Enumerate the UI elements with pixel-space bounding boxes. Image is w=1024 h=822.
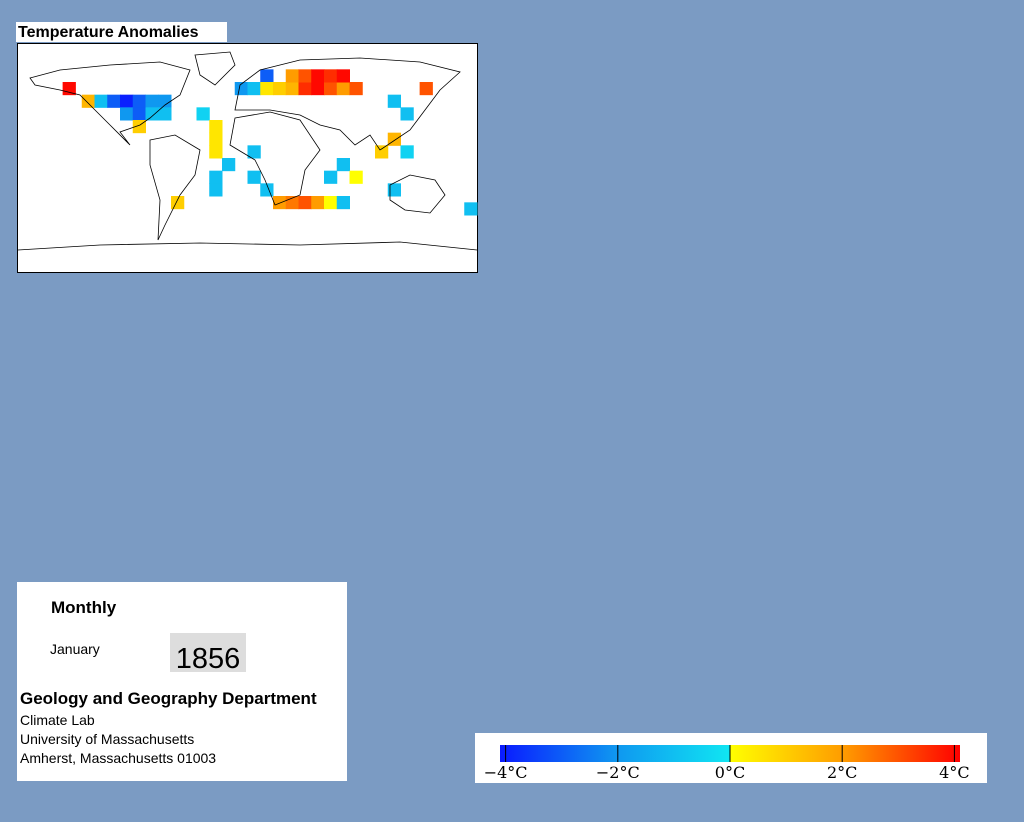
anomaly-cell [120, 94, 134, 108]
anomaly-cell [464, 202, 478, 216]
anomaly-cell [311, 196, 325, 210]
anomaly-cell [209, 170, 223, 184]
map-title: Temperature Anomalies [18, 24, 199, 41]
anomaly-cell [324, 196, 338, 210]
title-box [16, 22, 227, 42]
anomaly-cell [298, 82, 312, 96]
anomaly-cell [400, 145, 414, 159]
anomaly-cell [336, 158, 350, 172]
info-panel [17, 582, 347, 781]
anomaly-cell [273, 196, 287, 210]
colorbar-tick-label: −2°C [596, 763, 640, 782]
anomaly-cell [311, 82, 325, 96]
anomaly-cell [400, 107, 414, 121]
anomaly-cell [375, 145, 389, 159]
anomaly-cell [247, 170, 261, 184]
anomaly-cell [336, 82, 350, 96]
anomaly-cell [273, 82, 287, 96]
anomaly-cell [209, 183, 223, 197]
anomaly-cell [120, 107, 134, 121]
anomaly-cell [336, 196, 350, 210]
colorbar-tick-label: 4°C [939, 763, 969, 782]
anomaly-cell [285, 82, 299, 96]
anomaly-cell [324, 82, 338, 96]
coast-antarctica [17, 241, 478, 251]
anomaly-cell [247, 145, 261, 159]
colorbar-tick-label: 2°C [827, 763, 857, 782]
anomaly-cell [349, 82, 363, 96]
anomaly-cell [132, 107, 146, 121]
anomaly-cell [285, 69, 299, 83]
coastlines [17, 51, 478, 251]
anomaly-cell [419, 82, 433, 96]
anomaly-cell [260, 82, 274, 96]
coast-south-america [149, 134, 201, 241]
anomaly-cell [107, 94, 121, 108]
anomaly-cell [209, 120, 223, 134]
anomaly-cell [196, 107, 210, 121]
anomaly-cell [298, 196, 312, 210]
anomaly-cell [234, 82, 248, 96]
anomaly-cell [94, 94, 108, 108]
colorbar-tick-label: −4°C [484, 763, 528, 782]
address-line: University of Massachusetts [20, 731, 194, 747]
colorbar-negative [500, 745, 730, 762]
anomaly-cells [62, 69, 478, 216]
colorbar-positive [730, 745, 960, 762]
anomaly-cell [222, 158, 236, 172]
anomaly-cell [387, 94, 401, 108]
anomaly-cell [132, 94, 146, 108]
anomaly-cell [349, 170, 363, 184]
anomaly-cell [81, 94, 95, 108]
coast-north-america [29, 61, 191, 146]
address-line: Climate Lab [20, 712, 95, 728]
department: Geology and Geography Department [20, 689, 317, 708]
year-label: 1856 [176, 643, 241, 675]
anomaly-cell [145, 94, 159, 108]
anomaly-cell [209, 132, 223, 146]
anomaly-cell [209, 145, 223, 159]
anomaly-cell [324, 170, 338, 184]
year-box [170, 633, 246, 672]
anomaly-cell [387, 183, 401, 197]
colorbar-tick-label: 0°C [715, 763, 745, 782]
anomaly-cell [324, 69, 338, 83]
colorbar: −4°C −2°C 0°C 2°C 4°C [484, 745, 970, 782]
anomaly-cell [260, 69, 274, 83]
mode-label: Monthly [51, 598, 117, 617]
anomaly-cell [158, 107, 172, 121]
anomaly-cell [336, 69, 350, 83]
coast-africa [229, 111, 321, 206]
anomaly-cell [311, 69, 325, 83]
coast-eurasia [234, 57, 461, 151]
anomaly-cell [145, 107, 159, 121]
coast-greenland [194, 51, 236, 86]
anomaly-cell [298, 69, 312, 83]
address-line: Amherst, Massachusetts 01003 [20, 750, 216, 766]
coast-australia [389, 174, 446, 214]
month-label: January [50, 641, 100, 657]
anomaly-cell [158, 94, 172, 108]
anomaly-cell [247, 82, 261, 96]
anomaly-cell [171, 196, 185, 210]
